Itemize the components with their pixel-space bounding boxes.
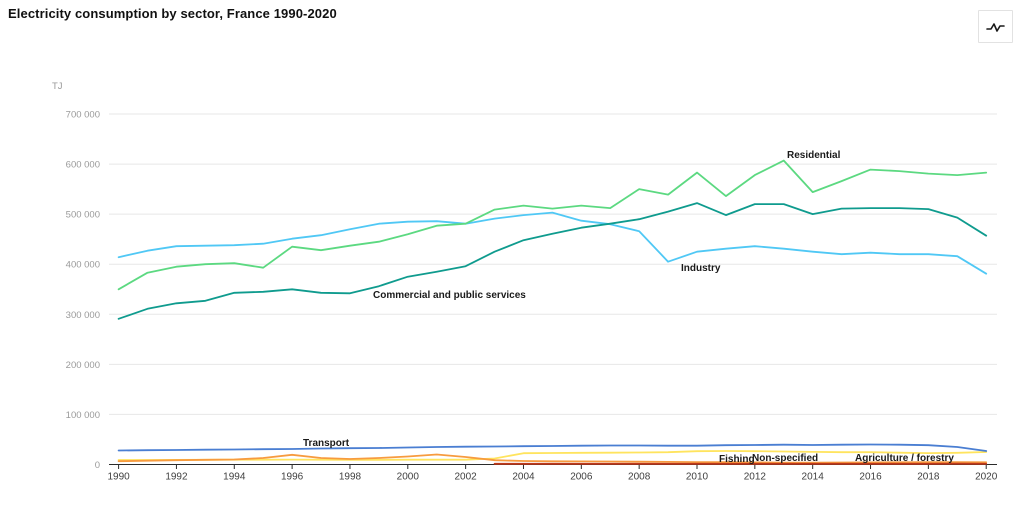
series-commercial-and-public-services[interactable]: [117, 202, 988, 320]
series-agriculture-forestry[interactable]: [117, 450, 988, 461]
x-tick-label: 2002: [455, 472, 478, 483]
page-title: Electricity consumption by sector, Franc…: [8, 6, 337, 21]
x-tick-label: 2000: [397, 472, 420, 483]
series-label-commercial-and-public-services: Commercial and public services: [373, 290, 526, 301]
x-tick-label: 2020: [975, 472, 998, 483]
series-industry[interactable]: [117, 211, 988, 275]
y-tick-label: 600 000: [66, 160, 100, 171]
y-tick-label: 300 000: [66, 310, 100, 321]
x-tick-label: 2012: [744, 472, 767, 483]
x-tick-label: 1998: [339, 472, 362, 483]
x-tick-label: 1990: [107, 472, 130, 483]
series-label-transport: Transport: [303, 438, 350, 449]
x-tick-label: 2016: [859, 472, 882, 483]
series-non-specified[interactable]: [117, 453, 988, 464]
x-tick-label: 2006: [570, 472, 593, 483]
x-tick-label: 2014: [802, 472, 825, 483]
series-label-agriculture-forestry: Agriculture / forestry: [855, 453, 954, 464]
y-tick-label: 400 000: [66, 260, 100, 271]
series-label-industry: Industry: [681, 263, 721, 274]
series-transport[interactable]: [117, 443, 988, 452]
y-tick-label: 700 000: [66, 110, 100, 121]
series-label-non-specified: Non-specified: [752, 453, 818, 464]
x-tick-label: 2004: [512, 472, 535, 483]
y-tick-label: 200 000: [66, 360, 100, 371]
y-tick-label: 500 000: [66, 210, 100, 221]
x-tick-label: 2008: [628, 472, 651, 483]
series-label-residential: Residential: [787, 150, 841, 161]
series-residential[interactable]: [117, 159, 988, 291]
x-tick-label: 1994: [223, 472, 246, 483]
series-label-fishing: Fishing: [719, 454, 755, 465]
chart-type-button[interactable]: [978, 10, 1013, 43]
x-tick-label: 1996: [281, 472, 304, 483]
x-tick-label: 2018: [917, 472, 940, 483]
x-tick-label: 2010: [686, 472, 709, 483]
line-chart-icon: [986, 22, 1005, 32]
y-tick-label: 0: [95, 460, 100, 471]
y-axis-unit: TJ: [52, 81, 63, 92]
y-tick-label: 100 000: [66, 410, 100, 421]
x-tick-label: 1992: [165, 472, 188, 483]
